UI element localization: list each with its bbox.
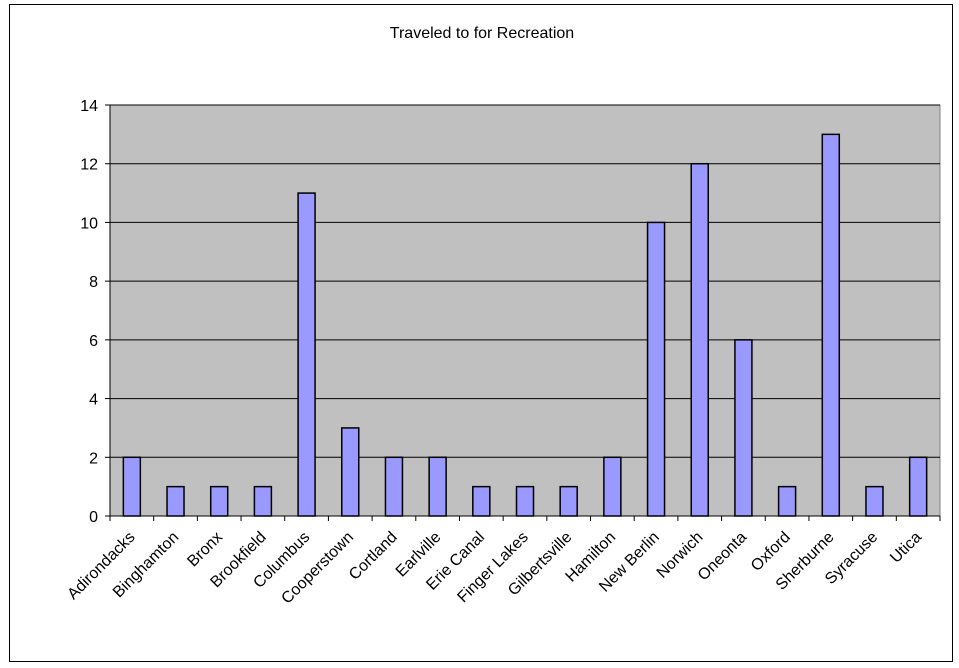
y-tick-label: 12: [80, 157, 98, 174]
bar-syracuse: [865, 485, 884, 517]
bar-adirondacks: [122, 456, 142, 517]
y-tick-label: 2: [89, 450, 98, 467]
bar-erie-canal: [472, 485, 491, 517]
bar-cooperstown: [341, 427, 360, 517]
y-tick-label: 8: [89, 274, 98, 291]
bar-earlville: [428, 456, 447, 517]
x-tick-label: Cortland: [346, 529, 401, 584]
chart-title: Traveled to for Recreation: [390, 25, 574, 42]
bar-oxford: [777, 485, 797, 517]
y-tick-label: 14: [80, 98, 98, 115]
x-tick-label: Bronx: [184, 529, 226, 571]
bar-finger-lakes: [515, 485, 535, 517]
bar-norwich: [690, 162, 709, 517]
bar-brookfield: [253, 485, 273, 517]
y-tick-label: 0: [89, 509, 98, 526]
x-tick-label: Utica: [887, 529, 925, 567]
bar-columbus: [297, 192, 316, 517]
bar-bronx: [209, 485, 229, 517]
bar-binghamton: [166, 485, 185, 517]
y-tick-label: 6: [89, 333, 98, 350]
y-tick-label: 10: [80, 215, 98, 232]
x-tick-label: Oneonta: [695, 529, 750, 584]
bar-hamilton: [603, 456, 622, 517]
bar-cortland: [384, 456, 404, 517]
plot-background: [109, 104, 941, 517]
bar-new-berlin: [646, 221, 666, 517]
bar-gilbertsville: [559, 485, 578, 517]
y-tick-label: 4: [89, 392, 98, 409]
bar-sherburne: [821, 133, 841, 517]
bar-oneonta: [734, 339, 753, 517]
bar-utica: [908, 456, 928, 517]
